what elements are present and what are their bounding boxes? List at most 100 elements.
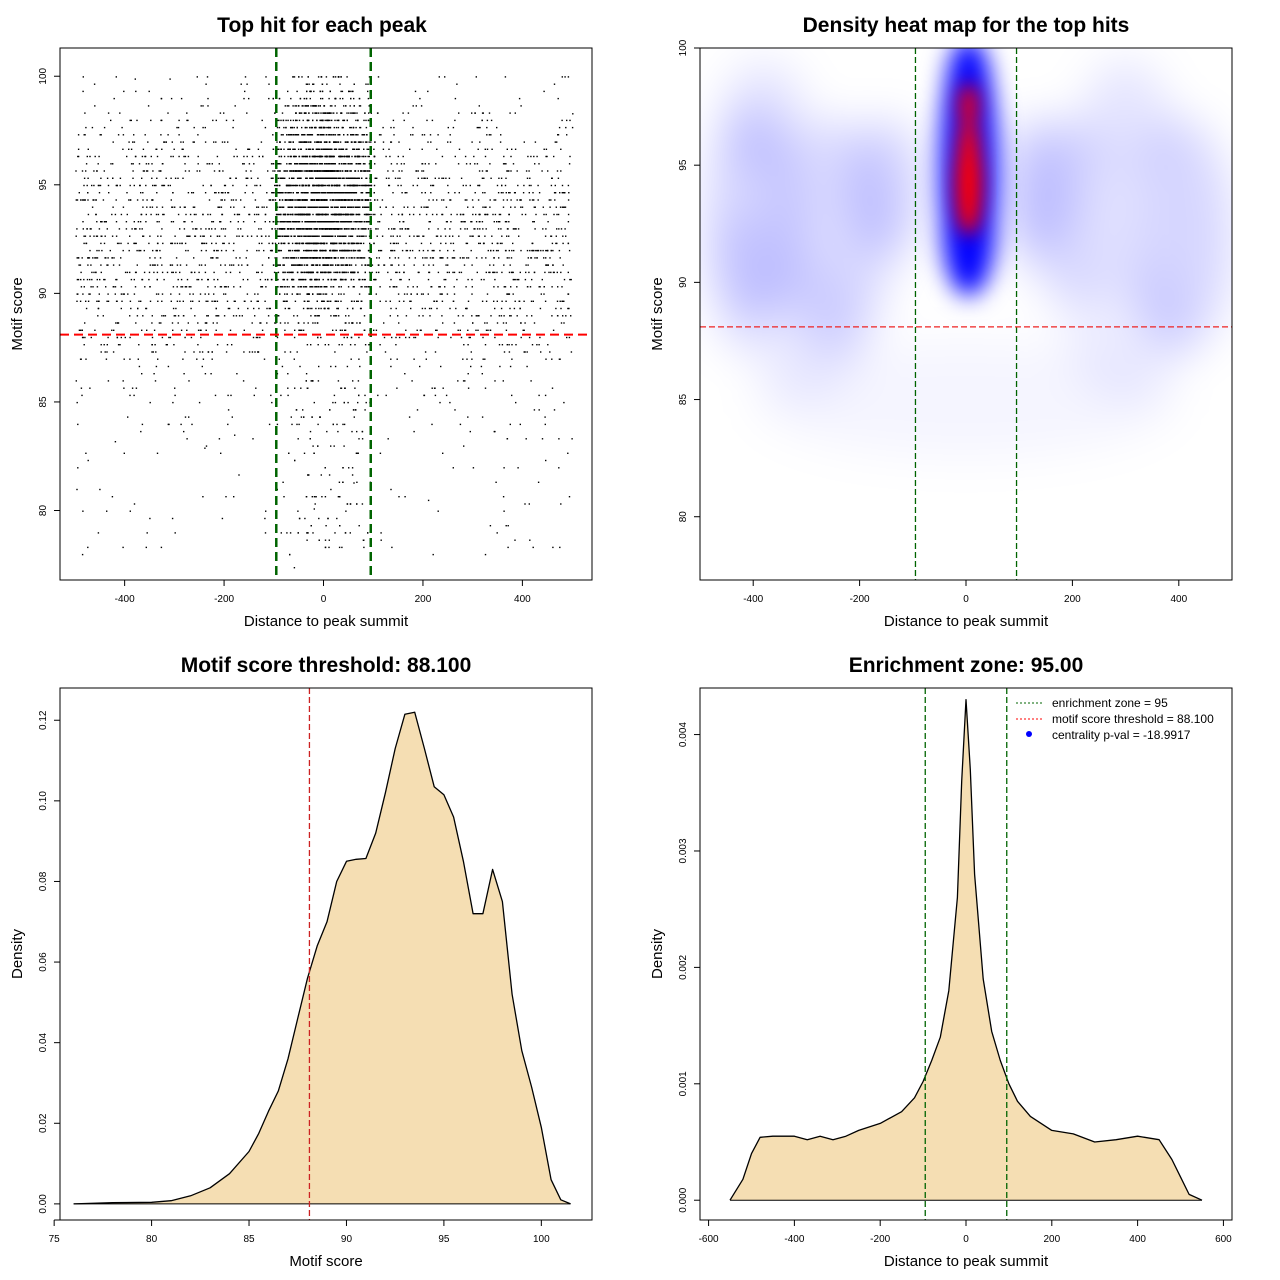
scatter-point <box>481 112 484 114</box>
scatter-point <box>494 199 497 201</box>
scatter-point <box>471 235 473 237</box>
scatter-point <box>311 155 314 158</box>
scatter-point <box>302 163 304 165</box>
scatter-point <box>377 76 380 78</box>
scatter-point <box>235 148 237 150</box>
scatter-point <box>417 170 419 172</box>
scatter-point <box>340 206 342 208</box>
scatter-point <box>364 278 366 281</box>
scatter-point <box>450 221 452 223</box>
scatter-point <box>246 249 248 252</box>
scatter-point <box>410 134 412 136</box>
scatter-point <box>309 242 311 245</box>
scatter-point <box>98 300 100 302</box>
scatter-point <box>189 213 192 216</box>
scatter-point <box>556 228 558 230</box>
scatter-point <box>339 278 342 281</box>
scatter-point <box>284 221 286 223</box>
scatter-point <box>339 525 341 527</box>
scatter-point <box>289 257 292 259</box>
scatter-point <box>482 112 484 114</box>
scatter-point <box>330 155 333 158</box>
scatter-point <box>342 481 344 483</box>
scatter-point <box>408 336 411 339</box>
scatter-point <box>258 228 260 230</box>
scatter-point <box>340 300 342 302</box>
scatter-point <box>334 163 336 165</box>
scatter-point <box>183 155 185 158</box>
scatter-point <box>258 155 260 158</box>
scatter-point <box>361 286 363 288</box>
scatter-point <box>333 112 335 114</box>
scatter-point <box>82 510 84 512</box>
scatter-point <box>309 97 311 100</box>
scatter-point <box>88 257 91 259</box>
scatter-point <box>140 213 142 216</box>
scatter-point <box>327 517 329 520</box>
scatter-point <box>552 271 555 274</box>
scatter-point <box>146 199 148 201</box>
scatter-point <box>284 322 286 324</box>
scatter-point <box>560 271 562 274</box>
scatter-point <box>312 83 314 85</box>
scatter-point <box>306 221 308 223</box>
scatter-point <box>567 242 569 245</box>
scatter-point <box>560 148 562 150</box>
scatter-point <box>172 401 174 404</box>
scatter-point <box>361 192 363 194</box>
scatter-point <box>485 300 488 302</box>
scatter-point <box>278 315 280 317</box>
scatter-point <box>433 300 435 302</box>
scatter-point <box>351 474 354 476</box>
scatter-point <box>441 199 443 201</box>
scatter-point <box>317 336 319 339</box>
scatter-point <box>305 373 308 375</box>
scatter-point <box>303 155 305 158</box>
scatter-point <box>317 148 320 150</box>
scatter-point <box>453 286 455 288</box>
scatter-point <box>311 496 313 498</box>
scatter-point <box>122 546 124 549</box>
scatter-point <box>135 242 137 245</box>
scatter-point <box>397 293 400 295</box>
scatter-point <box>342 221 344 223</box>
scatter-point <box>305 496 308 498</box>
scatter-point <box>323 141 326 143</box>
scatter-point <box>403 221 405 223</box>
scatter-point <box>437 336 439 339</box>
scatter-point <box>224 264 226 266</box>
scatter-point <box>536 257 538 259</box>
scatter-point <box>379 300 381 302</box>
scatter-point <box>197 155 199 158</box>
scatter-point <box>321 235 323 237</box>
scatter-point <box>308 474 310 476</box>
scatter-point <box>83 286 85 288</box>
scatter-point <box>446 221 448 223</box>
scatter-point <box>496 322 499 324</box>
scatter-point <box>337 300 339 302</box>
scatter-point <box>343 271 346 274</box>
scatter-point <box>268 307 270 310</box>
scatter-point <box>180 141 182 143</box>
scatter-point <box>126 192 128 194</box>
scatter-point <box>338 163 340 165</box>
scatter-point <box>362 539 365 541</box>
scatter-point <box>319 134 322 136</box>
scatter-point <box>83 235 85 237</box>
scatter-point <box>268 97 270 100</box>
scatter-point <box>516 286 518 288</box>
scatter-point <box>129 358 131 360</box>
scatter-point <box>458 235 460 237</box>
scatter-point <box>341 126 344 129</box>
scatter-point <box>88 293 90 295</box>
scatter-point <box>231 344 233 346</box>
scatter-point <box>441 293 443 295</box>
scatter-point <box>77 423 79 426</box>
scatter-point <box>446 271 449 274</box>
scatter-point <box>306 249 308 252</box>
scatter-point <box>308 112 310 114</box>
scatter-point <box>390 488 392 491</box>
scatter-point <box>132 163 134 165</box>
scatter-point <box>428 307 431 310</box>
scatter-point <box>242 380 245 382</box>
